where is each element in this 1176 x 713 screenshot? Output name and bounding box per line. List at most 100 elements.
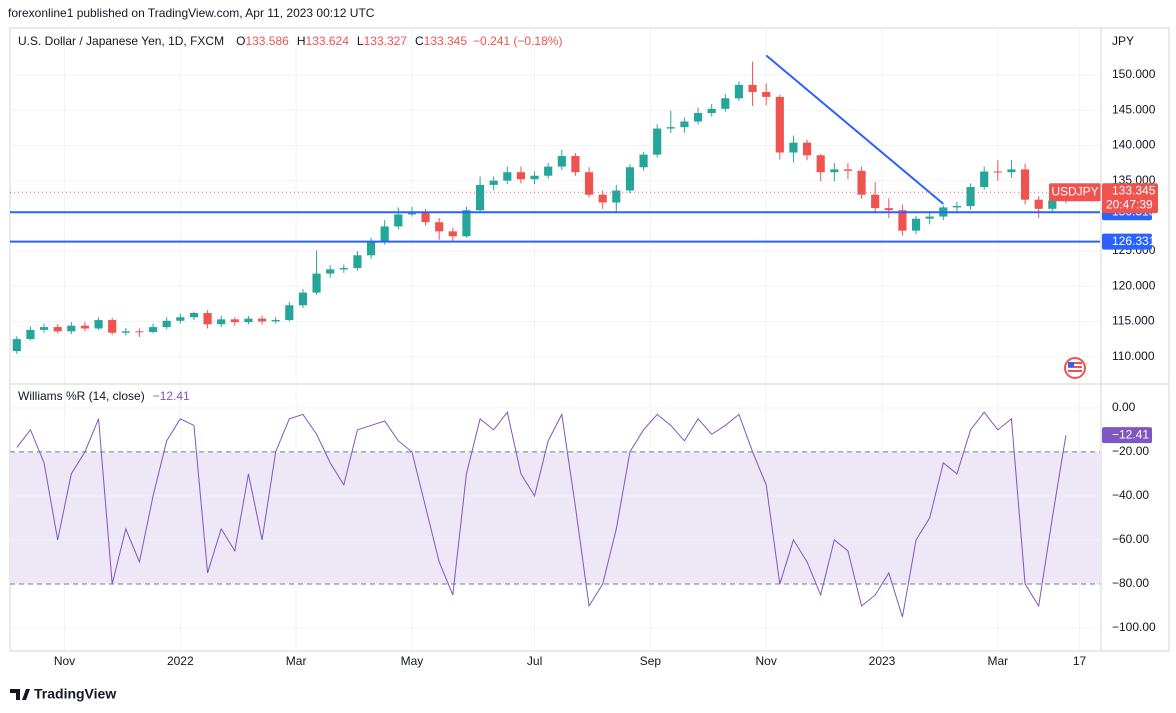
candle-body bbox=[244, 318, 253, 323]
indicator-line bbox=[16, 411, 1067, 618]
flag-icon bbox=[1064, 357, 1086, 379]
candle-body bbox=[1034, 199, 1043, 209]
labels: Nov 2022 Mar May Jul Sep Nov 2023 Mar 17 JPY 110.00… bbox=[18, 34, 1158, 668]
band-fill bbox=[10, 451, 1100, 584]
candle-body bbox=[67, 325, 76, 332]
candle-body bbox=[462, 210, 471, 237]
candle-body bbox=[1007, 169, 1016, 173]
candle-body bbox=[475, 184, 485, 211]
candle-body bbox=[435, 222, 444, 232]
last-price-label: 133.345 bbox=[1112, 183, 1156, 197]
y-tick-label: −100.00 bbox=[1112, 620, 1156, 634]
candle-body bbox=[80, 325, 90, 329]
trendline bbox=[765, 54, 944, 205]
x-tick-label: 2022 bbox=[167, 654, 194, 668]
ohlc-value: 133.586 bbox=[245, 34, 289, 48]
candle-body bbox=[925, 216, 934, 219]
candle-body bbox=[516, 172, 526, 180]
candle-body bbox=[217, 319, 226, 325]
x-tick-label: Jul bbox=[527, 654, 542, 668]
candle-body bbox=[26, 329, 35, 340]
candle-body bbox=[871, 194, 880, 209]
currency-label: JPY bbox=[1112, 34, 1134, 48]
candle-body bbox=[693, 113, 703, 122]
candle-body bbox=[503, 172, 512, 181]
y-tick-label: 115.000 bbox=[1112, 314, 1155, 328]
candle-body bbox=[353, 255, 362, 268]
frame bbox=[9, 27, 1170, 652]
last-price-box bbox=[1102, 183, 1158, 214]
y-tick-label: 145.000 bbox=[1112, 102, 1156, 116]
candle-body bbox=[421, 211, 430, 223]
ohlc-value: 133.345 bbox=[424, 34, 468, 48]
candle-body bbox=[12, 339, 21, 352]
indicator-title: Williams %R (14, close) bbox=[18, 389, 145, 403]
candle-body bbox=[257, 318, 267, 322]
candle-body bbox=[721, 98, 730, 109]
candle-body bbox=[898, 210, 907, 231]
logo bbox=[10, 689, 30, 700]
candle-body bbox=[993, 171, 1002, 173]
y-tick-label: 120.000 bbox=[1112, 278, 1156, 292]
candle-body bbox=[189, 313, 199, 318]
ohlc-value: 133.624 bbox=[306, 34, 350, 48]
candle-body bbox=[489, 180, 498, 185]
ohlc-key: L bbox=[357, 34, 364, 48]
candle-body bbox=[666, 127, 675, 129]
ohlc-key: O bbox=[236, 34, 245, 48]
candle-body bbox=[271, 320, 280, 322]
candle-body bbox=[884, 208, 893, 211]
candle-body bbox=[598, 194, 607, 203]
candle-body bbox=[816, 155, 825, 173]
x-tick-label: Nov bbox=[756, 654, 777, 668]
candle-body bbox=[952, 206, 962, 208]
candle-body bbox=[571, 156, 580, 173]
horizontal-line-label-box bbox=[1102, 233, 1152, 250]
candle-body bbox=[980, 171, 989, 187]
candle-body bbox=[176, 317, 185, 321]
candle-body bbox=[639, 154, 648, 168]
marks bbox=[10, 54, 1100, 618]
candle-body bbox=[857, 170, 866, 195]
y-tick-label: −20.00 bbox=[1112, 444, 1149, 458]
candle-body bbox=[326, 269, 335, 274]
x-tick-label: Nov bbox=[54, 654, 75, 668]
horizontal-line-label: 126.331 bbox=[1112, 234, 1156, 248]
candle-body bbox=[380, 226, 389, 242]
candle-body bbox=[148, 327, 158, 333]
candle-body bbox=[339, 267, 348, 270]
publish-note: forexonline1 published on TradingView.co… bbox=[8, 6, 375, 20]
indicator-legend: Williams %R (14, close) −12.41 bbox=[18, 389, 190, 403]
candle-body bbox=[762, 91, 771, 97]
candle-body bbox=[625, 167, 635, 191]
candle-body bbox=[612, 190, 621, 203]
x-tick-label: 17 bbox=[1073, 654, 1087, 668]
y-tick-label: 140.000 bbox=[1112, 138, 1156, 152]
x-tick-label: May bbox=[401, 654, 424, 668]
candle-body bbox=[830, 169, 839, 173]
candle-body bbox=[530, 175, 539, 180]
candle-body bbox=[312, 273, 321, 293]
candle-body bbox=[285, 305, 294, 321]
candle-body bbox=[653, 128, 662, 155]
candle-body bbox=[39, 327, 49, 330]
candle-body bbox=[135, 331, 144, 333]
y-tick-label: −60.00 bbox=[1112, 532, 1149, 546]
candle-body bbox=[584, 172, 594, 195]
candle-body bbox=[544, 166, 553, 176]
grid bbox=[10, 28, 1100, 650]
ohlc-key: H bbox=[297, 34, 306, 48]
x-tick-label: Mar bbox=[987, 654, 1008, 668]
candle-body bbox=[748, 84, 757, 92]
candle-body bbox=[843, 169, 853, 171]
ohlc-value: 133.327 bbox=[364, 34, 408, 48]
candle-body bbox=[707, 108, 716, 114]
candle-body bbox=[108, 320, 117, 333]
candle-body bbox=[789, 142, 798, 153]
candle-body bbox=[94, 320, 103, 329]
y-tick-label: 150.000 bbox=[1112, 67, 1156, 81]
x-tick-label: 2023 bbox=[869, 654, 896, 668]
last-value-label: −12.41 bbox=[1112, 427, 1149, 441]
